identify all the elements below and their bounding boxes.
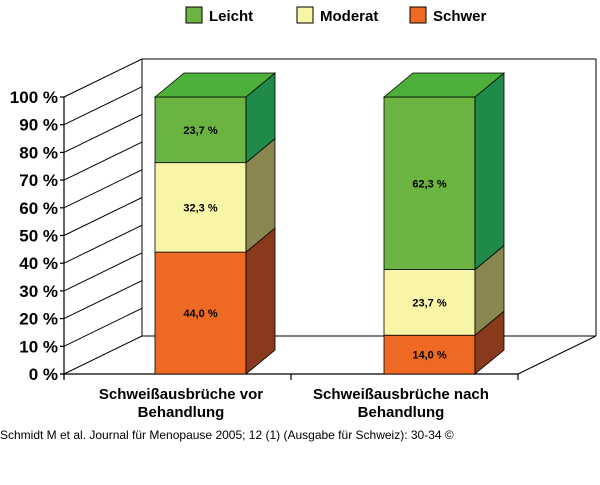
- y-tick-label: 30 %: [19, 282, 58, 301]
- chart-legend: Leicht Moderat Schwer: [185, 6, 487, 25]
- bar-data-label: 23,7 %: [183, 125, 217, 137]
- chart-axes: [60, 58, 597, 380]
- bar-data-label: 23,7 %: [412, 297, 446, 309]
- bar-data-label: 62,3 %: [412, 178, 446, 190]
- x-category-label: Schweißausbrüche vor Behandlung: [99, 386, 263, 421]
- stacked-bar-chart: 44,0 % 32,3 % 23,7 % 14,0 % 23,7 % 62,3 % 0 %…: [10, 6, 597, 421]
- y-depth-line: [63, 86, 143, 126]
- bar-top: [382, 72, 506, 98]
- bar-segment: [383, 269, 476, 336]
- bar-data-label: 44,0 %: [183, 308, 217, 320]
- y-depth-line: [63, 252, 143, 292]
- y-axis-ticks: 0 % 10 % 20 % 30 % 40 % 50 % 60 % 70 % 80 % 90 % 1…: [10, 58, 143, 384]
- legend-item: Moderat: [296, 6, 378, 25]
- floor-right-edge: [517, 335, 597, 375]
- y-depth-line: [63, 141, 143, 181]
- y-tick-label: 10 %: [19, 337, 58, 356]
- y-tick-label: 80 %: [19, 143, 58, 162]
- x-category-label: Schweißausbrüche nach Behandlung: [313, 386, 489, 421]
- legend-item: Leicht: [185, 6, 253, 25]
- legend-label: Schwer: [433, 8, 487, 25]
- bar-top: [153, 72, 277, 98]
- bar-segment-side: [245, 227, 276, 375]
- bar-segment: [154, 162, 247, 253]
- legend-label: Leicht: [209, 8, 253, 25]
- chart-bars: 44,0 % 32,3 % 23,7 % 14,0 % 23,7 % 62,3 %: [153, 72, 506, 375]
- legend-item: Schwer: [409, 6, 487, 25]
- legend-swatch: [296, 6, 314, 24]
- y-tick-label: 70 %: [19, 171, 58, 190]
- bar-segment-side: [474, 72, 505, 271]
- y-tick-label: 90 %: [19, 116, 58, 135]
- y-depth-line: [63, 197, 143, 236]
- source-citation: Schmidt M et al. Journal für Menopause 2…: [0, 428, 454, 442]
- bar-data-label: 32,3 %: [183, 202, 217, 214]
- x-axis-categories: Schweißausbrüche vor Behandlung Schweißaus…: [99, 386, 489, 421]
- y-depth-line: [63, 280, 143, 320]
- y-tick-label: 20 %: [19, 310, 58, 329]
- bar-stack: 14,0 % 23,7 % 62,3 %: [382, 72, 506, 375]
- y-depth-line: [63, 169, 143, 209]
- y-depth-line: [63, 224, 143, 264]
- y-tick-label: 100 %: [10, 88, 58, 107]
- legend-swatch: [185, 6, 203, 24]
- y-tick-label: 40 %: [19, 254, 58, 273]
- y-depth-line: [63, 113, 143, 153]
- legend-swatch: [409, 6, 427, 24]
- y-tick-label: 0 %: [29, 365, 58, 384]
- y-depth-line: [63, 58, 143, 98]
- y-tick-label: 60 %: [19, 199, 58, 218]
- bar-stack: 44,0 % 32,3 % 23,7 %: [153, 72, 277, 375]
- bar-segment: [154, 96, 247, 164]
- bar-data-label: 14,0 %: [412, 350, 446, 362]
- y-depth-line: [63, 335, 143, 375]
- y-depth-line: [63, 307, 143, 347]
- y-tick-label: 50 %: [19, 227, 58, 246]
- legend-label: Moderat: [320, 8, 378, 25]
